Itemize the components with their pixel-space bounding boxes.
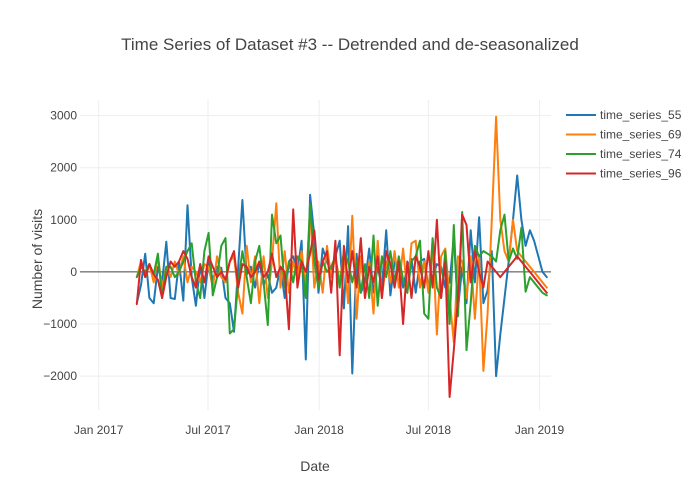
y-tick-label: 3000 <box>50 109 77 123</box>
legend-label: time_series_74 <box>600 147 682 161</box>
legend-item-time-series-55[interactable]: time_series_55 <box>566 108 682 122</box>
legend-label: time_series_69 <box>600 128 682 142</box>
y-tick-label: −2000 <box>43 369 77 383</box>
x-tick-label: Jul 2018 <box>406 423 452 437</box>
legend-item-time-series-96[interactable]: time_series_96 <box>566 167 682 181</box>
x-axis-title: Date <box>300 458 330 474</box>
x-tick-label: Jul 2017 <box>185 423 231 437</box>
series-line-time-series-74 <box>135 203 548 352</box>
legend-label: time_series_55 <box>600 108 682 122</box>
x-tick-label: Jan 2017 <box>74 423 124 437</box>
x-tick-label: Jan 2019 <box>515 423 565 437</box>
legend-item-time-series-74[interactable]: time_series_74 <box>566 147 682 161</box>
y-tick-label: −1000 <box>43 317 77 331</box>
legend-item-time-series-69[interactable]: time_series_69 <box>566 128 682 142</box>
y-axis-ticks: −2000 −1000 0 1000 2000 3000 <box>43 109 77 384</box>
legend[interactable]: time_series_55 time_series_69 time_series_… <box>566 108 682 181</box>
series-lines <box>135 115 548 398</box>
series-line-time-series-96 <box>135 208 548 398</box>
chart-title: Time Series of Dataset #3 -- Detrended a… <box>121 35 579 54</box>
grid <box>80 100 551 410</box>
y-axis-title: Number of visits <box>29 209 45 309</box>
y-tick-label: 1000 <box>50 213 77 227</box>
y-tick-label: 0 <box>70 265 77 279</box>
y-tick-label: 2000 <box>50 161 77 175</box>
legend-label: time_series_96 <box>600 167 682 181</box>
x-axis-ticks: Jan 2017 Jul 2017 Jan 2018 Jul 2018 Jan 2019 <box>74 423 565 437</box>
x-tick-label: Jan 2018 <box>294 423 344 437</box>
